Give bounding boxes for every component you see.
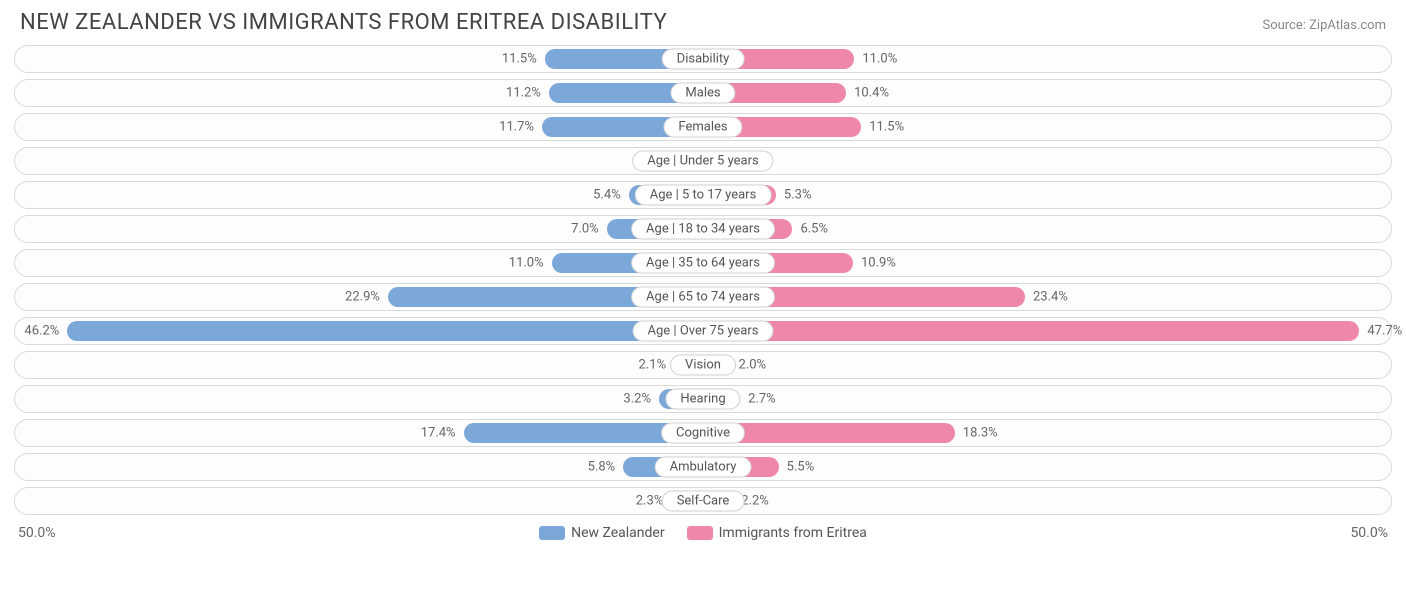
chart-row: Age | 35 to 64 years 11.0% 10.9% [14, 249, 1392, 277]
value-label-right: 18.3% [963, 426, 998, 441]
value-label-right: 2.7% [748, 392, 776, 407]
bar-right [703, 321, 1359, 341]
chart-row: Age | Over 75 years46.2%47.7% [14, 317, 1392, 345]
value-label-right: 5.5% [787, 460, 815, 475]
value-label-right: 2.2% [741, 494, 769, 509]
chart-title: NEW ZEALANDER VS IMMIGRANTS FROM ERITREA… [20, 10, 667, 35]
chart-row: Disability 11.5% 11.0% [14, 45, 1392, 73]
value-label-left: 11.7% [499, 120, 534, 135]
value-label-left: 7.0% [571, 222, 599, 237]
value-label-left: 46.2% [24, 324, 59, 339]
row-category-label: Age | 65 to 74 years [631, 287, 775, 308]
axis-max-right: 50.0% [1350, 525, 1388, 541]
row-category-label: Age | 18 to 34 years [631, 219, 775, 240]
chart-row: Ambulatory 5.8% 5.5% [14, 453, 1392, 481]
row-category-label: Hearing [665, 389, 740, 410]
chart-source: Source: ZipAtlas.com [1262, 18, 1386, 33]
value-label-left: 3.2% [623, 392, 651, 407]
value-label-left: 22.9% [345, 290, 380, 305]
legend-row: 50.0% New Zealander Immigrants from Erit… [0, 521, 1406, 541]
chart-row: Females 11.7% 11.5% [14, 113, 1392, 141]
row-category-label: Cognitive [661, 423, 745, 444]
value-label-right: 11.0% [862, 52, 897, 67]
value-label-right: 10.9% [861, 256, 896, 271]
legend-item-right: Immigrants from Eritrea [687, 525, 867, 541]
legend-label-left: New Zealander [571, 525, 665, 541]
diverging-bar-chart: Disability 11.5% 11.0% Males 11.2% 10.4% Femal… [0, 41, 1406, 515]
value-label-right: 11.5% [869, 120, 904, 135]
row-category-label: Age | Under 5 years [632, 151, 773, 172]
chart-row: Age | 65 to 74 years 22.9% 23.4% [14, 283, 1392, 311]
value-label-left: 2.3% [636, 494, 664, 509]
row-category-label: Age | 35 to 64 years [631, 253, 775, 274]
value-label-right: 47.7% [1367, 324, 1402, 339]
row-category-label: Age | Over 75 years [633, 321, 774, 342]
value-label-left: 2.1% [639, 358, 667, 373]
value-label-right: 23.4% [1033, 290, 1068, 305]
legend-item-left: New Zealander [539, 525, 665, 541]
chart-row: Cognitive 17.4% 18.3% [14, 419, 1392, 447]
chart-row: Vision2.1% 2.0% [14, 351, 1392, 379]
chart-row: Age | Under 5 years1.2%1.2% [14, 147, 1392, 175]
bar-left [67, 321, 703, 341]
row-category-label: Vision [670, 355, 736, 376]
value-label-right: 5.3% [784, 188, 812, 203]
value-label-left: 11.5% [502, 52, 537, 67]
row-category-label: Ambulatory [655, 457, 752, 478]
value-label-right: 10.4% [854, 86, 889, 101]
row-category-label: Age | 5 to 17 years [635, 185, 772, 206]
value-label-left: 11.0% [509, 256, 544, 271]
row-category-label: Females [663, 117, 742, 138]
chart-row: Age | 18 to 34 years 7.0% 6.5% [14, 215, 1392, 243]
value-label-left: 11.2% [506, 86, 541, 101]
legend-swatch-right [687, 526, 713, 540]
chart-header: NEW ZEALANDER VS IMMIGRANTS FROM ERITREA… [0, 0, 1406, 41]
value-label-left: 5.4% [593, 188, 621, 203]
value-label-right: 6.5% [800, 222, 828, 237]
row-category-label: Males [670, 83, 735, 104]
value-label-left: 17.4% [421, 426, 456, 441]
legend-swatch-left [539, 526, 565, 540]
row-category-label: Self-Care [662, 491, 745, 512]
legend-label-right: Immigrants from Eritrea [719, 525, 867, 541]
chart-row: Age | 5 to 17 years 5.4% 5.3% [14, 181, 1392, 209]
chart-row: Males 11.2% 10.4% [14, 79, 1392, 107]
value-label-right: 2.0% [739, 358, 767, 373]
chart-row: Self-Care2.3% 2.2% [14, 487, 1392, 515]
axis-max-left: 50.0% [18, 525, 56, 541]
chart-row: Hearing 3.2% 2.7% [14, 385, 1392, 413]
value-label-left: 5.8% [588, 460, 616, 475]
row-category-label: Disability [662, 49, 745, 70]
